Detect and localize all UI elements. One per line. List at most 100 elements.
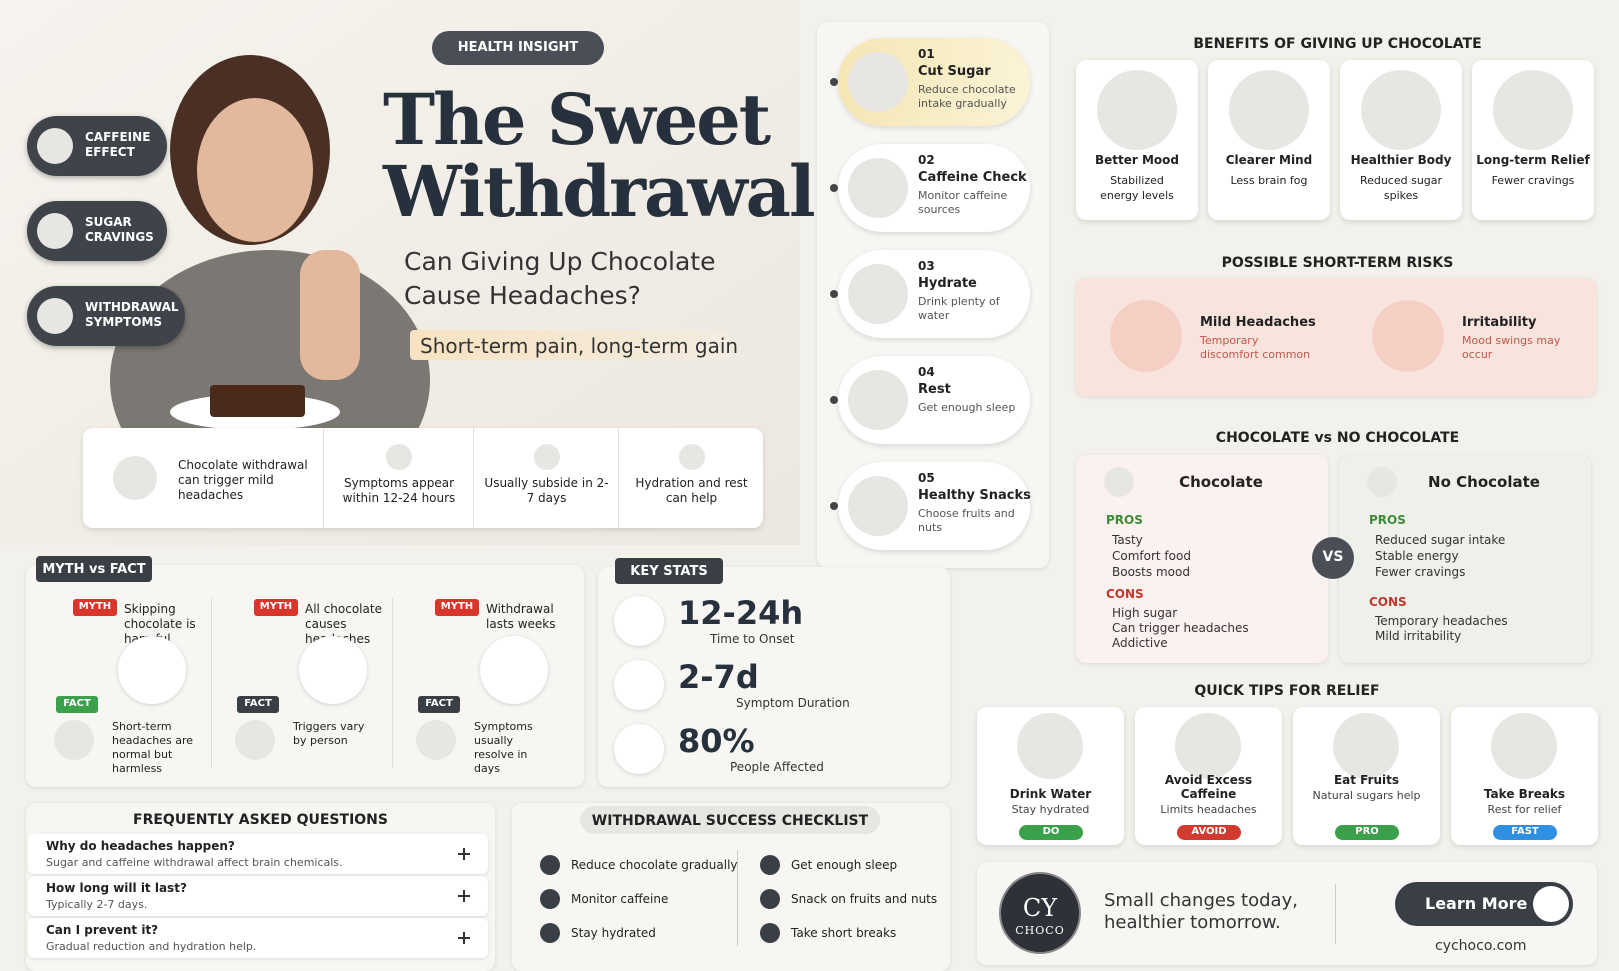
- side-tag: CAFFEINE EFFECT: [27, 116, 167, 176]
- faq-item[interactable]: Why do headaches happen? Sugar and caffei…: [28, 834, 488, 874]
- check-icon: [540, 923, 560, 943]
- pro-item: Stable energy: [1375, 549, 1459, 563]
- faq-answer: Gradual reduction and hydration help.: [46, 940, 257, 953]
- badge: HEALTH INSIGHT: [432, 31, 604, 65]
- con-item: Can trigger headaches: [1112, 621, 1249, 635]
- benefit-card: Long-term Relief Fewer cravings: [1472, 60, 1594, 220]
- footer-url[interactable]: cychoco.com: [1435, 938, 1527, 954]
- expand-icon: [463, 890, 465, 902]
- fact-cell: Symptoms appear within 12-24 hours: [323, 428, 473, 528]
- section-title: FREQUENTLY ASKED QUESTIONS: [133, 812, 388, 828]
- fact-text: Usually subside in 2-7 days: [484, 476, 609, 505]
- step-dot: [830, 396, 838, 404]
- icon: [1229, 70, 1309, 150]
- icon: [1491, 713, 1557, 779]
- icon: [614, 724, 664, 774]
- button-text: Learn More: [1425, 894, 1528, 913]
- myth-text: Withdrawal lasts weeks: [486, 602, 556, 631]
- icon: [118, 636, 186, 704]
- step-title: Hydrate: [918, 276, 977, 291]
- divider: [392, 598, 393, 768]
- footer-message: Small changes today,: [1104, 890, 1298, 911]
- con-item: Temporary headaches: [1375, 614, 1508, 628]
- tip-text: Natural sugars help: [1312, 789, 1421, 802]
- pro-item: Tasty: [1112, 533, 1143, 547]
- icon: [37, 298, 73, 334]
- step-text: Reduce chocolate intake gradually: [918, 83, 1016, 110]
- tip-title: Take Breaks: [1483, 787, 1566, 801]
- icon: [235, 720, 275, 760]
- check-icon: [760, 855, 780, 875]
- benefit-card: Better Mood Stabilized energy levels: [1076, 60, 1198, 220]
- tip-tag-text: PRO: [1355, 826, 1379, 837]
- icon: [386, 444, 412, 470]
- tip-title: Eat Fruits: [1333, 773, 1400, 787]
- myth-tag-text: MYTH: [440, 601, 474, 612]
- subtitle: Can Giving Up Chocolate: [404, 247, 716, 276]
- divider: [1335, 884, 1336, 944]
- stat-value: 2-7d: [678, 658, 759, 696]
- faq-item[interactable]: How long will it last? Typically 2-7 days…: [28, 876, 488, 916]
- benefit-card: Clearer Mind Less brain fog: [1208, 60, 1330, 220]
- icon: [1104, 467, 1134, 497]
- step: 03 Hydrate Drink plenty of water: [838, 250, 1030, 338]
- tip-text: Rest for relief: [1487, 803, 1562, 816]
- benefit-title: Clearer Mind: [1225, 153, 1313, 167]
- checklist-item: Get enough sleep: [791, 858, 898, 872]
- section-title: POSSIBLE SHORT-TERM RISKS: [1221, 255, 1454, 271]
- tip-tag: PRO: [1335, 825, 1399, 840]
- icon: [1493, 70, 1573, 150]
- section-label: WITHDRAWAL SUCCESS CHECKLIST: [580, 806, 880, 834]
- title: The Sweet: [383, 78, 771, 161]
- learn-more-button[interactable]: Learn More: [1395, 882, 1573, 926]
- stat-label: Time to Onset: [710, 632, 795, 646]
- icon: [1110, 300, 1182, 372]
- pro-item: Comfort food: [1112, 549, 1191, 563]
- check-icon: [540, 889, 560, 909]
- fact-text: Short-term headaches are normal but harm…: [112, 720, 194, 775]
- compare-title: No Chocolate: [1428, 473, 1540, 491]
- icon: [848, 264, 908, 324]
- step: 04 Rest Get enough sleep: [838, 356, 1030, 444]
- icon: [299, 636, 367, 704]
- icon: [1017, 713, 1083, 779]
- icon: [1372, 300, 1444, 372]
- facts-bar: Chocolate withdrawal can trigger mild he…: [83, 428, 763, 528]
- icon: [533, 444, 560, 470]
- icon: [614, 596, 664, 646]
- step-number: 04: [918, 365, 935, 379]
- faq-item[interactable]: Can I prevent it? Gradual reduction and h…: [28, 918, 488, 958]
- benefit-text: Reduced sugar spikes: [1359, 174, 1443, 202]
- myth-tag-text: MYTH: [259, 601, 293, 612]
- logo: CY CHOCO: [999, 872, 1081, 954]
- icon: [848, 158, 908, 218]
- step: 05 Healthy Snacks Choose fruits and nuts: [838, 462, 1031, 550]
- step-title: Cut Sugar: [918, 64, 991, 79]
- vs-badge: VS: [1312, 537, 1354, 579]
- step: 01 Cut Sugar Reduce chocolate intake gradu…: [838, 38, 1030, 126]
- expand-icon: [463, 932, 465, 944]
- section-title: CHOCOLATE vs NO CHOCOLATE: [1215, 430, 1460, 446]
- fact-tag-text: FACT: [244, 698, 272, 709]
- fact-text: Chocolate withdrawal can trigger mild he…: [178, 458, 308, 502]
- side-tag-text: CAFFEINE EFFECT: [85, 130, 151, 159]
- section-title: QUICK TIPS FOR RELIEF: [1194, 683, 1380, 699]
- myth-tag: MYTH: [73, 599, 117, 616]
- step: 02 Caffeine Check Monitor caffeine sources: [838, 144, 1030, 232]
- con-item: Mild irritability: [1375, 629, 1462, 643]
- tip-card: Drink Water Stay hydrated DO: [977, 707, 1124, 845]
- divider: [737, 850, 738, 946]
- risk-text: Temporary discomfort common: [1200, 334, 1311, 361]
- cons-label: CONS: [1369, 595, 1407, 609]
- badge-text: HEALTH INSIGHT: [457, 40, 579, 55]
- risk-title: Mild Headaches: [1200, 315, 1316, 330]
- section-label: MYTH vs FACT: [36, 556, 152, 582]
- icon: [1361, 70, 1441, 150]
- fact-tag: FACT: [56, 696, 98, 713]
- fact-cell: Usually subside in 2-7 days: [473, 428, 618, 528]
- step-number: 02: [918, 153, 935, 167]
- risk-text: Mood swings may occur: [1462, 334, 1561, 361]
- tip-tag-text: DO: [1042, 826, 1060, 837]
- tagline-bar: Short-term pain, long-term gain: [410, 330, 738, 360]
- faq-question: Why do headaches happen?: [46, 839, 235, 853]
